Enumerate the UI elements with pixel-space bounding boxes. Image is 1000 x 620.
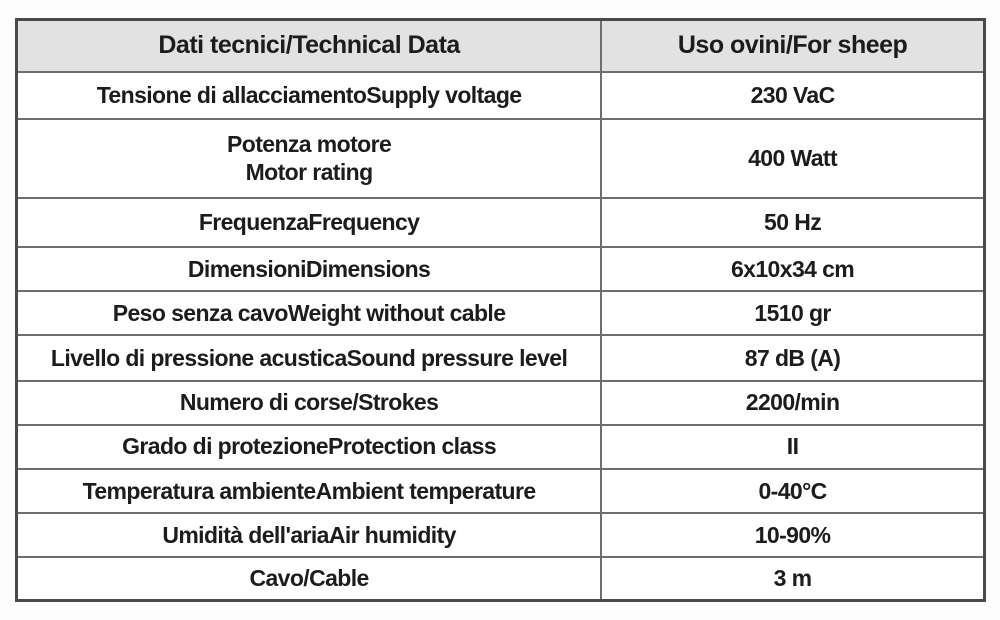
technical-data-table: Dati tecnici/Technical Data Uso ovini/Fo… [15,18,986,602]
table-row: Tensione di allacciamentoSupply voltage … [15,70,986,120]
row-label-cell: Temperatura ambienteAmbient temperature [15,467,603,515]
row-label-cell: Livello di pressione acusticaSound press… [15,334,603,382]
row-value-cell: 10-90% [600,512,986,559]
row-label-cell: FrequenzaFrequency [15,196,603,249]
table-header-row: Dati tecnici/Technical Data Uso ovini/Fo… [15,18,986,73]
row-value-cell: II [600,423,986,470]
row-label-cell: Tensione di allacciamentoSupply voltage [15,70,603,120]
table-row: Umidità dell'ariaAir humidity 10-90% [15,512,986,559]
row-value-cell: 6x10x34 cm [600,246,986,293]
row-label-cell: Potenza motore Motor rating [15,117,603,199]
row-label-cell: DimensioniDimensions [15,246,603,293]
table-row: DimensioniDimensions 6x10x34 cm [15,246,986,293]
row-label-cell: Cavo/Cable [15,556,603,602]
technical-data-table-container: Dati tecnici/Technical Data Uso ovini/Fo… [15,18,986,602]
row-value-cell: 2200/min [600,379,986,426]
row-value-cell: 1510 gr [600,290,986,337]
table-row: Numero di corse/Strokes 2200/min [15,379,986,426]
table-row: Grado di protezioneProtection class II [15,423,986,470]
row-value-cell: 400 Watt [600,117,986,199]
table-row: Livello di pressione acusticaSound press… [15,334,986,382]
row-label-cell: Peso senza cavoWeight without cable [15,290,603,337]
row-label-cell: Umidità dell'ariaAir humidity [15,512,603,559]
table-row: Cavo/Cable 3 m [15,556,986,602]
row-value-cell: 3 m [600,556,986,602]
row-label-cell: Numero di corse/Strokes [15,379,603,426]
header-label-column: Dati tecnici/Technical Data [15,18,603,73]
table-row: Peso senza cavoWeight without cable 1510… [15,290,986,337]
row-value-cell: 87 dB (A) [600,334,986,382]
header-value-column: Uso ovini/For sheep [600,18,986,73]
table-row: Temperatura ambienteAmbient temperature … [15,467,986,515]
table-row: FrequenzaFrequency 50 Hz [15,196,986,249]
row-value-cell: 230 VaC [600,70,986,120]
row-value-cell: 50 Hz [600,196,986,249]
row-label-cell: Grado di protezioneProtection class [15,423,603,470]
table-row: Potenza motore Motor rating 400 Watt [15,117,986,199]
row-value-cell: 0-40°C [600,467,986,515]
